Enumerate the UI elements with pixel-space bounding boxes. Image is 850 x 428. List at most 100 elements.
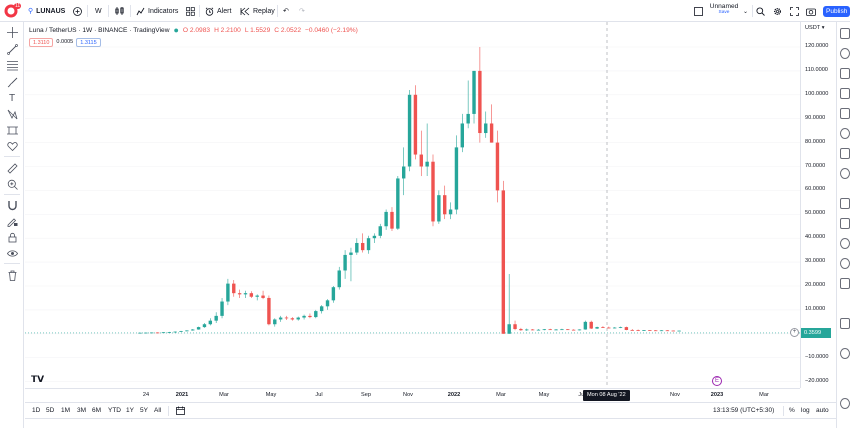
range-1d-button[interactable]: 1D — [32, 407, 41, 414]
layout-save-button[interactable] — [694, 0, 703, 22]
percent-scale-toggle[interactable]: % — [789, 407, 795, 414]
range-all-button[interactable]: All — [154, 407, 162, 414]
redo-icon: ↷ — [299, 8, 305, 15]
candle-body — [624, 327, 629, 330]
tradingview-logo[interactable]: 𝗧𝗩 — [31, 374, 45, 384]
range-3m-button[interactable]: 3M — [77, 407, 87, 414]
event-marker-icon[interactable]: E — [712, 376, 722, 386]
pine-editor-icon[interactable] — [840, 218, 850, 229]
layout-name-block[interactable]: Unnamed Save — [706, 3, 742, 15]
add-alert-plus-icon[interactable]: + — [790, 327, 799, 337]
range-ytd-button[interactable]: YTD — [108, 407, 121, 414]
candle-body — [232, 283, 236, 294]
log-scale-toggle[interactable]: log — [801, 407, 810, 414]
trend-line-tool[interactable] — [5, 42, 19, 56]
brush-tool[interactable] — [5, 75, 19, 89]
undo-button[interactable]: ↶ — [283, 0, 289, 22]
fullscreen-button[interactable] — [790, 0, 799, 22]
candle-body — [284, 317, 289, 319]
range-1m-button[interactable]: 1M — [61, 407, 71, 414]
templates-button[interactable] — [186, 0, 195, 22]
range-1y-button[interactable]: 1Y — [126, 407, 134, 414]
time-axis[interactable]: 24 2021 Mar May Jul Sep Nov 2022 Mar May… — [25, 388, 800, 402]
measure-tool[interactable] — [5, 161, 19, 175]
layout-menu-button[interactable]: ⌄ — [743, 0, 748, 22]
time-tick: 2023 — [710, 392, 724, 398]
stay-in-drawing-tool[interactable] — [5, 214, 19, 228]
candle-body — [144, 332, 148, 334]
bottom-panel-tabs-strip — [25, 418, 836, 428]
candle-body — [290, 318, 295, 320]
symbol-label: LUNAUS — [36, 7, 66, 15]
pattern-tool[interactable] — [5, 107, 19, 121]
hide-drawings-tool[interactable] — [5, 246, 19, 260]
prediction-tool[interactable] — [5, 123, 19, 137]
fib-retracement-tool[interactable] — [5, 58, 19, 72]
streams-icon[interactable] — [840, 168, 850, 179]
avatar-menu[interactable]: 11 — [4, 0, 22, 22]
zoom-in-tool[interactable] — [5, 177, 19, 191]
undo-icon: ↶ — [283, 8, 289, 15]
calendar-icon[interactable] — [840, 108, 850, 119]
alerts-icon[interactable] — [840, 48, 850, 59]
price-tick: 30.0000 — [805, 258, 826, 265]
snapshot-button[interactable] — [806, 0, 816, 22]
range-6m-button[interactable]: 6M — [92, 407, 102, 414]
watchlist-icon[interactable] — [840, 28, 850, 39]
remove-drawings-tool[interactable] — [5, 268, 19, 282]
clock-timezone[interactable]: 13:13:59 (UTC+5:30) — [713, 407, 775, 414]
candle-body — [161, 332, 166, 334]
candle-body — [249, 293, 254, 297]
candle-body — [243, 293, 248, 295]
publish-label: Publish — [823, 5, 850, 17]
range-5d-button[interactable]: 5D — [46, 407, 55, 414]
data-window-icon[interactable] — [840, 68, 850, 79]
top-toolbar: 11 ⚲ LUNAUS W Indicators Alert Replay ↶ … — [0, 0, 850, 22]
range-5y-button[interactable]: 5Y — [140, 407, 148, 414]
crosshair-icon — [6, 26, 18, 38]
alert-button[interactable]: Alert — [205, 0, 231, 22]
dom-icon[interactable] — [840, 258, 850, 269]
help-icon[interactable] — [840, 278, 850, 289]
symbol-search[interactable]: ⚲ LUNAUS — [28, 0, 65, 22]
interval-button[interactable]: W — [95, 0, 102, 22]
price-tick: −10.0000 — [805, 353, 829, 360]
account-icon[interactable] — [840, 348, 850, 359]
candle-body — [466, 113, 470, 124]
alarm-clock-icon — [205, 6, 214, 16]
favorites-tool[interactable] — [5, 139, 19, 153]
candlestick-chart[interactable] — [25, 22, 800, 388]
replay-icon — [240, 7, 250, 15]
go-to-date-button[interactable] — [176, 406, 185, 417]
notifications-icon[interactable] — [840, 198, 850, 209]
chats-icon[interactable] — [840, 148, 850, 159]
lock-drawings-tool[interactable] — [5, 230, 19, 244]
buy-price-box[interactable]: 1.3115 — [76, 37, 101, 47]
sell-price-box[interactable]: 1.3110 — [29, 37, 54, 47]
legend-title[interactable]: Luna / TetherUS · 1W · BINANCE · Trading… — [29, 26, 170, 34]
auto-scale-toggle[interactable]: auto — [816, 407, 829, 414]
redo-button[interactable]: ↷ — [299, 0, 305, 22]
chart-type-button[interactable] — [115, 0, 124, 22]
support-icon[interactable] — [840, 398, 850, 409]
currency-label[interactable]: USDT ▾ — [805, 25, 825, 31]
object-tree-icon[interactable] — [840, 318, 850, 329]
candle-body — [296, 317, 300, 320]
ideas-icon[interactable] — [840, 128, 850, 139]
compare-button[interactable] — [73, 0, 82, 22]
hotlists-icon[interactable] — [840, 88, 850, 99]
search-button[interactable] — [756, 0, 765, 22]
candle-body — [372, 235, 377, 239]
order-panel-icon[interactable] — [840, 238, 850, 249]
text-tool[interactable]: T — [5, 91, 19, 105]
crosshair-tool[interactable] — [5, 25, 19, 39]
price-tick: 90.0000 — [805, 114, 826, 121]
replay-button[interactable]: Replay — [240, 0, 275, 22]
chart-pane[interactable]: 𝗧𝗩 E — [25, 22, 800, 388]
price-axis[interactable]: USDT ▾ 120.0000 110.0000 100.0000 90.0000 80… — [800, 22, 836, 388]
settings-button[interactable] — [773, 0, 782, 22]
publish-button[interactable]: Publish — [823, 0, 850, 22]
magnet-tool[interactable] — [5, 198, 19, 212]
indicators-button[interactable]: Indicators — [136, 0, 178, 22]
candle-body — [202, 324, 207, 328]
